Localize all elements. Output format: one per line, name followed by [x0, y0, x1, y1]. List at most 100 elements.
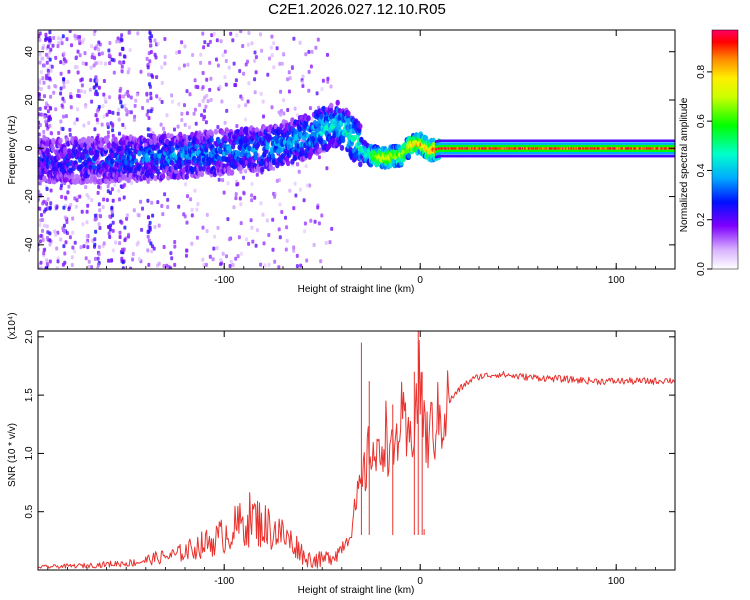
spectrogram-speckle — [124, 107, 128, 112]
spectrogram-speckle — [49, 94, 53, 99]
spectrogram-speckle — [203, 114, 206, 119]
spectrogram-speckle — [203, 40, 207, 45]
spectrogram-speckle — [287, 89, 291, 94]
spectrogram-speckle — [141, 106, 145, 110]
spectrogram-speckle — [280, 108, 283, 113]
spectrogram-streak — [59, 86, 63, 91]
spectrogram-speckle — [131, 252, 135, 256]
spectrogram-speckle — [188, 92, 192, 97]
spectrogram-streak — [108, 41, 112, 45]
spectrogram-speckle — [185, 89, 189, 94]
spectrogram-streak — [149, 109, 153, 114]
spectrogram-speckle — [126, 70, 130, 75]
spectrogram-streak — [145, 92, 149, 97]
spectrogram-speckle — [271, 247, 275, 252]
spectrogram-speckle — [140, 227, 144, 232]
spectrogram-speckle — [111, 133, 115, 138]
spectrogram-speckle — [42, 63, 46, 68]
spectrogram-speckle — [41, 46, 45, 51]
spectrogram-speckle — [163, 61, 167, 66]
spectrogram-speckle — [102, 197, 106, 202]
spectrogram-speckle — [202, 45, 206, 50]
spectrogram-band-cell — [137, 150, 142, 157]
spectrogram-speckle — [201, 31, 205, 36]
spectrogram-speckle — [280, 61, 284, 66]
spectrogram-streak — [146, 215, 150, 220]
spectrogram-speckle — [239, 202, 243, 207]
spectrogram-speckle — [51, 43, 55, 48]
spectrogram-streak — [107, 225, 111, 230]
spectrogram-speckle — [55, 246, 59, 251]
spectrogram-speckle — [70, 263, 74, 267]
spectrogram-speckle — [208, 39, 212, 44]
spectrogram-speckle — [190, 213, 194, 218]
spectrogram-speckle — [293, 106, 297, 111]
spectrogram-speckle — [78, 38, 82, 43]
spectrogram-speckle — [44, 119, 48, 124]
spectrogram-speckle — [201, 225, 205, 230]
spectrogram-speckle — [221, 251, 225, 256]
spectrogram-speckle — [203, 108, 206, 113]
spectrogram-speckle — [135, 92, 139, 97]
spectrogram-speckle — [171, 99, 174, 104]
spectrogram-speckle — [270, 105, 274, 110]
spectrogram-speckle — [85, 220, 89, 225]
spectrogram-speckle — [285, 225, 289, 230]
spectrogram-streak — [92, 85, 96, 90]
spectrogram-speckle — [201, 71, 205, 75]
spectrogram-speckle — [227, 65, 231, 70]
spectrogram-streak — [148, 227, 152, 232]
spectrogram-band-cell — [346, 110, 351, 117]
spectrogram-streak — [59, 60, 63, 65]
spectrogram-band-cell — [178, 160, 183, 167]
spectrogram-speckle — [131, 257, 135, 262]
spectrogram-speckle — [228, 264, 232, 268]
spectrogram-streak — [44, 36, 48, 41]
spectrogram-speckle — [277, 227, 281, 232]
spectrogram-streak — [48, 57, 52, 62]
spectrogram-streak — [147, 72, 151, 77]
spectrogram-speckle — [186, 62, 190, 67]
spectrogram-streak — [60, 183, 63, 188]
spectrogram-streak — [63, 229, 66, 234]
spectrogram-streak — [44, 52, 48, 57]
spectrogram-speckle — [247, 241, 251, 246]
spectrogram-speckle — [78, 53, 82, 58]
spectrogram-streak — [122, 247, 126, 252]
spectrogram-speckle — [127, 93, 130, 98]
spectrogram-band-cell — [113, 143, 118, 150]
spectrogram-speckle — [129, 95, 133, 100]
spectrogram-streak — [111, 124, 115, 128]
spectrogram-speckle — [212, 246, 216, 251]
spectrogram-streak — [118, 235, 122, 239]
spectrogram-streak — [107, 231, 111, 236]
spectrogram-speckle — [84, 185, 88, 190]
spectrogram-band-cell — [199, 170, 205, 177]
spectrogram-speckle — [313, 219, 317, 224]
spectrogram-speckle — [68, 127, 72, 132]
spectrogram-speckle — [288, 76, 292, 81]
spectrogram-streak — [119, 100, 123, 104]
spectrogram-speckle — [208, 87, 212, 92]
spectrogram-speckle — [211, 257, 215, 262]
spectrogram-speckle — [63, 215, 67, 220]
spectrogram-speckle — [259, 201, 263, 206]
spectrogram-band-cell — [209, 136, 214, 143]
spectrogram-speckle — [206, 99, 210, 104]
spectrogram-speckle — [38, 78, 42, 83]
spectrogram-band-cell — [285, 160, 291, 167]
spectrogram-band-cell — [244, 129, 250, 136]
spectrogram-speckle — [236, 254, 240, 259]
spectrogram-speckle — [153, 38, 157, 43]
spectrogram-speckle — [307, 69, 311, 74]
spectrogram-speckle — [261, 212, 265, 217]
spectrogram-speckle — [70, 43, 73, 48]
spectrogram-streak — [48, 238, 52, 243]
spectrogram-band-cell — [152, 133, 157, 140]
spectrogram-streak — [106, 122, 110, 127]
spectrogram-speckle — [70, 255, 74, 260]
spectrogram-speckle — [66, 190, 70, 195]
spectrogram-speckle — [250, 41, 254, 46]
spectrogram-streak — [44, 207, 48, 212]
spectrogram-speckle — [250, 182, 254, 186]
